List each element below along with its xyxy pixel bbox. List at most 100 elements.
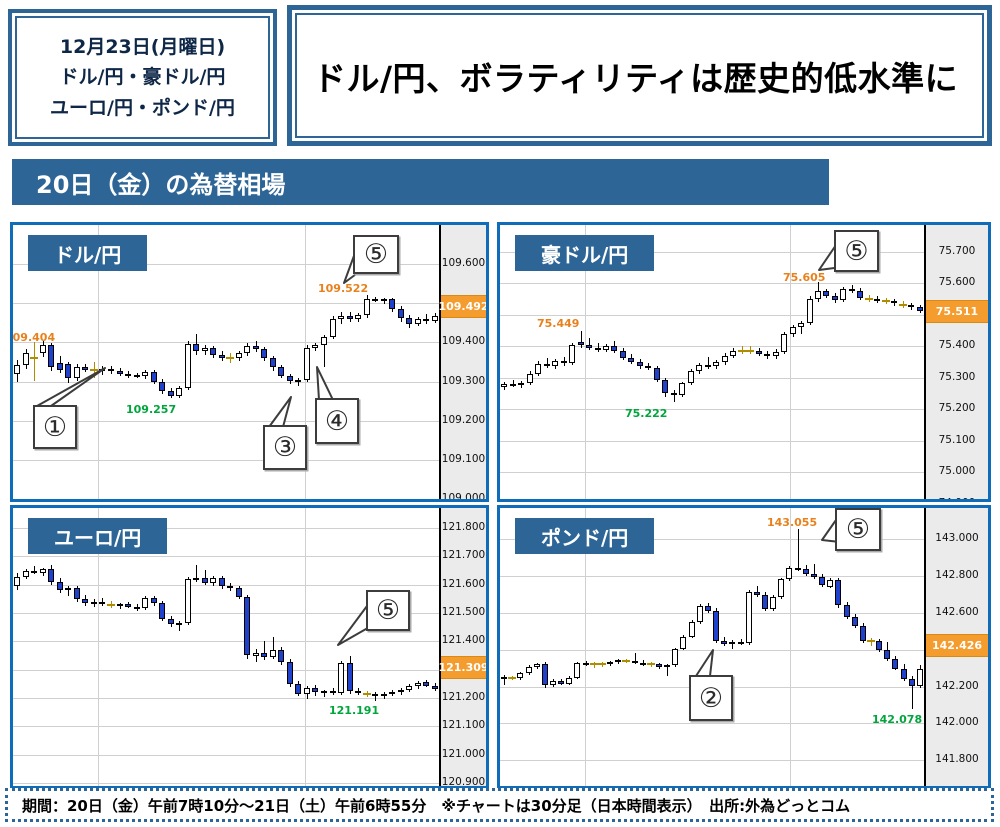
candle-body-up xyxy=(176,623,182,626)
candle-body-down xyxy=(544,363,550,366)
gridline-h xyxy=(500,251,924,253)
candle-body-up xyxy=(338,662,344,693)
candle-wick xyxy=(273,636,274,659)
callout-number: ② xyxy=(698,682,724,714)
axis-tick-label: 75.700 xyxy=(938,244,976,257)
candle-body-down xyxy=(705,364,711,367)
candle-body-up xyxy=(501,384,507,387)
candle-body-up xyxy=(689,621,695,637)
candle-body-up xyxy=(746,591,752,644)
gridline-h xyxy=(500,283,924,285)
axis-tick-label: 75.300 xyxy=(938,370,976,383)
candle-body-down xyxy=(125,604,131,607)
candle-body-up xyxy=(270,649,276,657)
axis-tick-label: 75.600 xyxy=(938,276,976,289)
candle-body-up xyxy=(193,577,199,580)
candle-body-down xyxy=(48,569,54,582)
gridline-h xyxy=(500,314,924,316)
high-price-label: 109.522 xyxy=(318,282,369,295)
candle-body-up xyxy=(574,663,580,678)
candle-body-down xyxy=(662,379,668,394)
candle-doji xyxy=(899,303,907,306)
candle-body-down xyxy=(347,315,353,319)
candle-body-down xyxy=(372,694,378,697)
axis-tick-label: 109.000 xyxy=(441,492,486,502)
candle-body-down xyxy=(99,601,105,604)
callout-④: ④ xyxy=(315,398,359,444)
chart-panel-eurjpy: 121.191 ⑤ 121.800 121.700 121.600 121.500 121… xyxy=(10,505,489,789)
candle-body-up xyxy=(117,604,123,607)
gridline-h xyxy=(500,760,924,762)
gridline-v xyxy=(585,508,586,786)
candle-body-down xyxy=(57,581,63,591)
candle-body-down xyxy=(637,362,643,367)
axis-tick-label: 121.200 xyxy=(441,691,486,704)
candle-wick xyxy=(667,664,668,676)
candle-body-up xyxy=(295,379,301,382)
candle-wick xyxy=(256,649,257,662)
axis-tick-label: 75.000 xyxy=(938,465,976,478)
candle-body-up xyxy=(304,687,310,695)
candle-body-down xyxy=(406,317,412,324)
candle-body-up xyxy=(65,587,71,591)
chart-axis-eurjpy: 121.800 121.700 121.600 121.500 121.400 121.2… xyxy=(438,508,486,789)
candle-body-down xyxy=(270,358,276,368)
candle-wick xyxy=(581,330,582,348)
candle-doji xyxy=(882,299,890,302)
callout-⑤: ⑤ xyxy=(366,590,410,631)
axis-tick-label: 121.400 xyxy=(441,634,486,647)
candle-wick xyxy=(814,563,815,580)
candle-body-up xyxy=(827,579,833,587)
candle-body-down xyxy=(168,619,174,625)
candle-body-up xyxy=(364,298,370,316)
candle-body-down xyxy=(857,290,863,298)
footer-note: 期間：20日（金）午前7時10分～21日（土）午前6時55分 ※チャートは30分… xyxy=(5,788,994,822)
candle-body-up xyxy=(338,315,344,319)
low-price-label: 109.257 xyxy=(126,403,177,416)
candle-body-down xyxy=(917,307,923,311)
axis-tick-label: 120.900 xyxy=(441,776,486,789)
chart-panel-gbpjpy: 143.055 142.078 ② ⑤ 143.000 142.800 142.600 14… xyxy=(497,505,991,789)
axis-tick-label: 142.200 xyxy=(935,679,979,692)
candle-body-up xyxy=(389,691,395,695)
candle-body-up xyxy=(176,387,182,396)
candle-body-down xyxy=(57,362,63,370)
candle-wick xyxy=(426,313,427,324)
candle-body-down xyxy=(835,579,841,606)
candle-wick xyxy=(589,338,590,351)
candle-body-down xyxy=(227,586,233,589)
axis-tick-label: 75.400 xyxy=(938,339,976,352)
candle-wick xyxy=(598,343,599,352)
axis-tick-label: 142.800 xyxy=(935,569,979,582)
candle-wick xyxy=(298,378,299,387)
chart-axis-gbpjpy: 143.000 142.800 142.600 142.200 142.000 141.8… xyxy=(924,508,988,786)
candle-body-down xyxy=(432,685,438,689)
candle-wick xyxy=(324,335,325,367)
axis-tick-label: 121.500 xyxy=(441,605,486,618)
axis-tick-label: 121.800 xyxy=(441,520,486,533)
candle-body-down xyxy=(874,299,880,301)
candle-body-up xyxy=(798,322,804,328)
candle-body-up xyxy=(840,288,846,301)
date-line-3: ユーロ/円・ポンド/円 xyxy=(50,96,235,119)
candle-body-up xyxy=(713,362,719,367)
gridline-h xyxy=(500,472,924,474)
candle-body-down xyxy=(423,682,429,686)
gridline-h xyxy=(13,420,439,422)
axis-tick-label: 142.600 xyxy=(935,605,979,618)
candle-body-down xyxy=(82,367,88,370)
candle-body-up xyxy=(321,337,327,346)
gridline-h xyxy=(500,539,924,541)
candle-wick xyxy=(635,653,636,665)
candle-body-up xyxy=(535,363,541,374)
gridline-v xyxy=(790,508,791,786)
date-box: 12月23日(月曜日) ドル/円・豪ドル/円 ユーロ/円・ポンド/円 xyxy=(8,9,277,146)
candle-body-down xyxy=(844,605,850,617)
candle-wick xyxy=(264,641,265,661)
chart-plot-usdjpy: 109.404 109.522 109.257 ① ③ ④ ⑤ xyxy=(13,225,439,499)
candle-body-down xyxy=(756,350,762,354)
gridline-v xyxy=(305,508,306,786)
candle-wick xyxy=(324,689,325,698)
callout-number: ⑤ xyxy=(845,514,871,545)
candle-body-up xyxy=(518,382,524,386)
